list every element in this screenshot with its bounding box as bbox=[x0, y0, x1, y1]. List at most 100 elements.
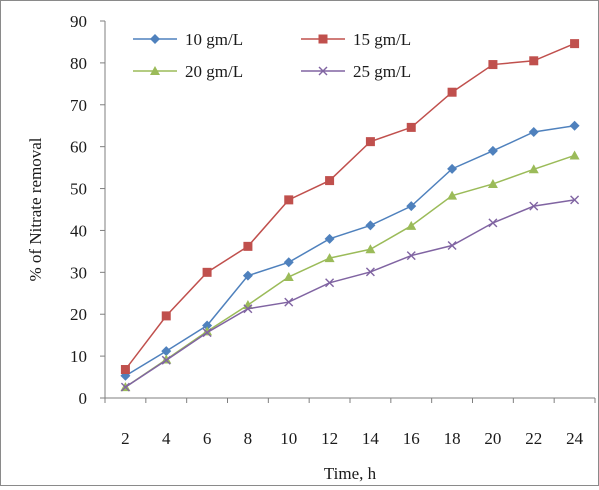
legend-label: 10 gm/L bbox=[185, 30, 243, 49]
data-point bbox=[120, 382, 130, 392]
data-point bbox=[120, 365, 130, 375]
x-tick-label: 8 bbox=[244, 429, 253, 448]
y-tick-label: 70 bbox=[70, 96, 87, 115]
x-marker-stroke bbox=[202, 328, 212, 338]
data-point bbox=[365, 137, 375, 147]
x-axis-title: Time, h bbox=[324, 464, 377, 483]
legend-item: 15 gm/L bbox=[301, 30, 411, 49]
data-point bbox=[161, 355, 171, 365]
y-tick-label: 10 bbox=[70, 347, 87, 366]
series-layer bbox=[120, 39, 580, 392]
legend-item: 10 gm/L bbox=[133, 30, 243, 49]
x-tick-label: 6 bbox=[203, 429, 212, 448]
data-point bbox=[528, 164, 539, 174]
legend-marker bbox=[318, 34, 328, 44]
x-marker-stroke bbox=[243, 304, 253, 314]
x-tick-label: 2 bbox=[121, 429, 130, 448]
data-point bbox=[242, 270, 253, 281]
x-marker-stroke bbox=[488, 218, 498, 228]
data-point bbox=[406, 201, 417, 212]
legend-item: 20 gm/L bbox=[133, 62, 243, 81]
x-tick-label: 14 bbox=[362, 429, 380, 448]
x-tick-label: 10 bbox=[280, 429, 297, 448]
y-axis-title: % of Nitrate removal bbox=[26, 137, 45, 281]
data-point bbox=[161, 311, 171, 321]
data-point bbox=[447, 87, 457, 97]
x-marker-stroke bbox=[120, 382, 130, 392]
y-tick-label: 30 bbox=[70, 263, 87, 282]
series-line bbox=[124, 42, 575, 370]
data-point bbox=[325, 176, 335, 186]
data-point bbox=[487, 145, 498, 156]
x-tick-label: 18 bbox=[444, 429, 461, 448]
x-marker-stroke bbox=[570, 195, 580, 205]
data-point bbox=[283, 271, 294, 281]
data-point bbox=[202, 267, 212, 277]
series-4 bbox=[120, 195, 580, 392]
data-point bbox=[447, 190, 458, 200]
x-tick-label: 16 bbox=[403, 429, 420, 448]
x-tick-label: 22 bbox=[525, 429, 542, 448]
legend-item: 25 gm/L bbox=[301, 62, 411, 81]
x-marker-stroke bbox=[325, 278, 335, 288]
data-point bbox=[406, 122, 416, 132]
x-marker-stroke bbox=[447, 241, 457, 251]
data-point bbox=[243, 241, 253, 251]
data-point bbox=[447, 241, 457, 251]
data-point bbox=[284, 195, 294, 205]
data-point bbox=[569, 120, 580, 131]
series-line bbox=[125, 199, 575, 388]
data-point bbox=[406, 251, 416, 261]
legend-marker bbox=[150, 34, 160, 44]
series-1 bbox=[120, 120, 580, 381]
x-marker-stroke bbox=[406, 251, 416, 261]
x-marker-stroke bbox=[365, 267, 375, 277]
x-tick-label: 12 bbox=[321, 429, 338, 448]
series-2 bbox=[120, 39, 580, 375]
data-point bbox=[202, 326, 213, 336]
x-marker-stroke bbox=[284, 297, 294, 307]
data-point bbox=[447, 163, 458, 174]
series-line bbox=[124, 154, 575, 388]
legend-marker bbox=[150, 66, 160, 75]
data-point bbox=[243, 304, 253, 314]
data-point bbox=[488, 218, 498, 228]
x-marker-stroke bbox=[161, 355, 171, 365]
data-point bbox=[528, 127, 539, 138]
data-point bbox=[202, 320, 213, 331]
data-point bbox=[324, 233, 335, 244]
legend: 10 gm/L 15 gm/L 20 gm/L 25 gm/L bbox=[133, 30, 411, 81]
data-point bbox=[325, 278, 335, 288]
data-point bbox=[529, 201, 539, 211]
y-tick-label: 60 bbox=[70, 138, 87, 157]
y-tick-label: 90 bbox=[70, 12, 87, 31]
data-point bbox=[324, 253, 335, 263]
data-point bbox=[202, 328, 212, 338]
series-3 bbox=[120, 150, 580, 392]
data-point bbox=[488, 60, 498, 70]
y-tick-label: 50 bbox=[70, 180, 87, 199]
data-point bbox=[365, 267, 375, 277]
legend-label: 20 gm/L bbox=[185, 62, 243, 81]
y-tick-label: 80 bbox=[70, 54, 87, 73]
y-tick-label: 0 bbox=[79, 389, 88, 408]
data-point bbox=[365, 244, 376, 254]
x-tick-label: 24 bbox=[566, 429, 584, 448]
legend-label: 25 gm/L bbox=[353, 62, 411, 81]
x-marker-stroke bbox=[318, 66, 328, 76]
data-point bbox=[487, 178, 498, 188]
data-point bbox=[365, 220, 376, 231]
data-point bbox=[529, 56, 539, 66]
y-tick-label: 20 bbox=[70, 305, 87, 324]
x-tick-label: 20 bbox=[484, 429, 501, 448]
y-tick-label: 40 bbox=[70, 221, 87, 240]
series-line bbox=[125, 124, 575, 377]
x-marker-stroke bbox=[529, 201, 539, 211]
legend-marker bbox=[318, 66, 328, 76]
data-point bbox=[406, 220, 417, 230]
data-point bbox=[161, 346, 172, 357]
data-point bbox=[284, 297, 294, 307]
data-point bbox=[570, 39, 580, 49]
